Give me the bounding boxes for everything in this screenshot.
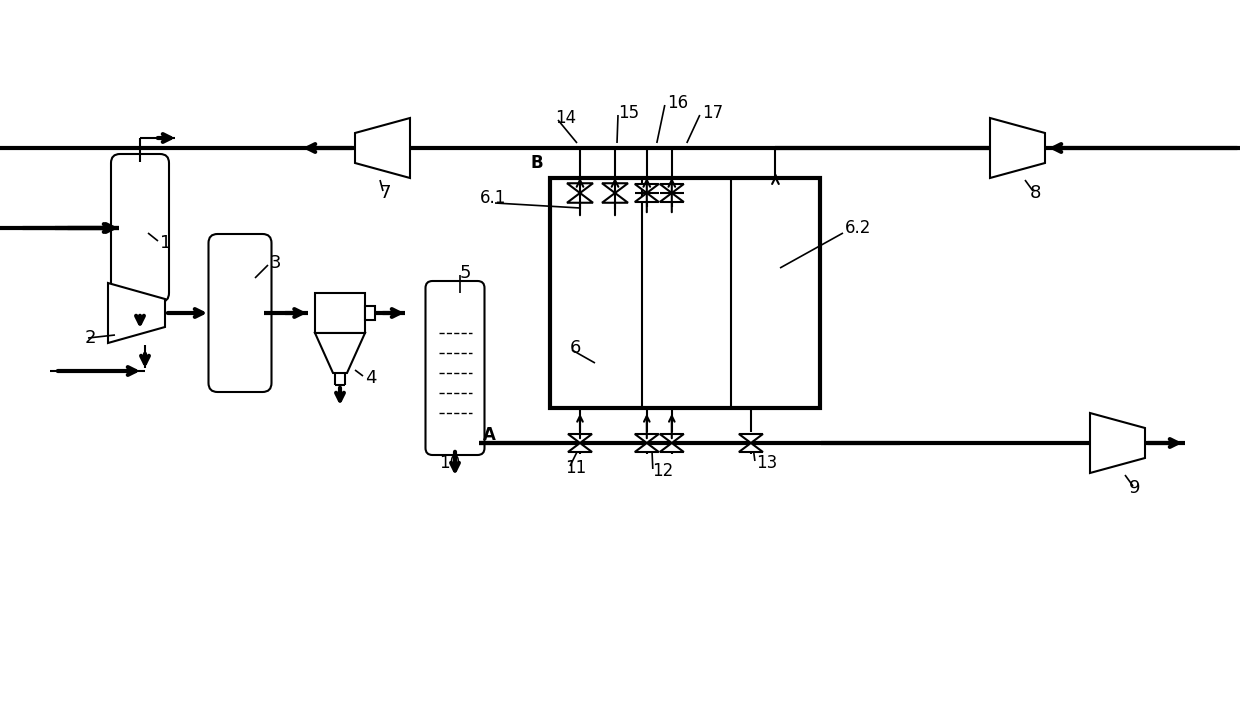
Text: 12: 12 bbox=[652, 462, 673, 480]
Text: 11: 11 bbox=[565, 459, 587, 477]
Text: 10: 10 bbox=[439, 454, 460, 472]
Bar bbox=[365, 306, 374, 320]
Text: 6.2: 6.2 bbox=[844, 219, 872, 237]
Polygon shape bbox=[1090, 413, 1145, 473]
Text: 14: 14 bbox=[556, 109, 577, 127]
Polygon shape bbox=[739, 443, 763, 452]
Text: 16: 16 bbox=[667, 94, 688, 112]
Polygon shape bbox=[660, 443, 683, 452]
Polygon shape bbox=[660, 434, 683, 443]
Polygon shape bbox=[601, 193, 627, 203]
Polygon shape bbox=[635, 184, 658, 193]
Text: 4: 4 bbox=[365, 369, 377, 387]
Polygon shape bbox=[635, 193, 658, 202]
Text: 6: 6 bbox=[570, 339, 582, 357]
Polygon shape bbox=[660, 193, 683, 202]
FancyBboxPatch shape bbox=[112, 154, 169, 302]
Polygon shape bbox=[660, 184, 683, 193]
Text: 17: 17 bbox=[702, 104, 723, 122]
Polygon shape bbox=[315, 333, 365, 373]
Text: 15: 15 bbox=[618, 104, 639, 122]
Polygon shape bbox=[568, 434, 591, 443]
Polygon shape bbox=[635, 443, 658, 452]
FancyBboxPatch shape bbox=[208, 234, 272, 392]
Polygon shape bbox=[567, 193, 593, 203]
FancyBboxPatch shape bbox=[425, 281, 485, 455]
Text: 2: 2 bbox=[86, 329, 97, 347]
Bar bbox=[315, 293, 365, 333]
Text: A: A bbox=[482, 426, 495, 444]
Bar bbox=[551, 178, 820, 408]
Text: 7: 7 bbox=[379, 184, 391, 202]
Polygon shape bbox=[355, 118, 410, 178]
Text: 13: 13 bbox=[756, 454, 777, 472]
Text: 8: 8 bbox=[1029, 184, 1040, 202]
Polygon shape bbox=[108, 283, 165, 343]
Polygon shape bbox=[990, 118, 1045, 178]
Polygon shape bbox=[601, 183, 627, 193]
Text: 1: 1 bbox=[160, 234, 171, 252]
Text: 9: 9 bbox=[1130, 479, 1141, 497]
Polygon shape bbox=[568, 443, 591, 452]
Polygon shape bbox=[567, 183, 593, 193]
Text: 5: 5 bbox=[460, 264, 471, 282]
Text: B: B bbox=[529, 154, 543, 172]
Text: 3: 3 bbox=[270, 254, 281, 272]
Polygon shape bbox=[739, 434, 763, 443]
Polygon shape bbox=[635, 434, 658, 443]
Text: 6.1: 6.1 bbox=[480, 189, 506, 207]
